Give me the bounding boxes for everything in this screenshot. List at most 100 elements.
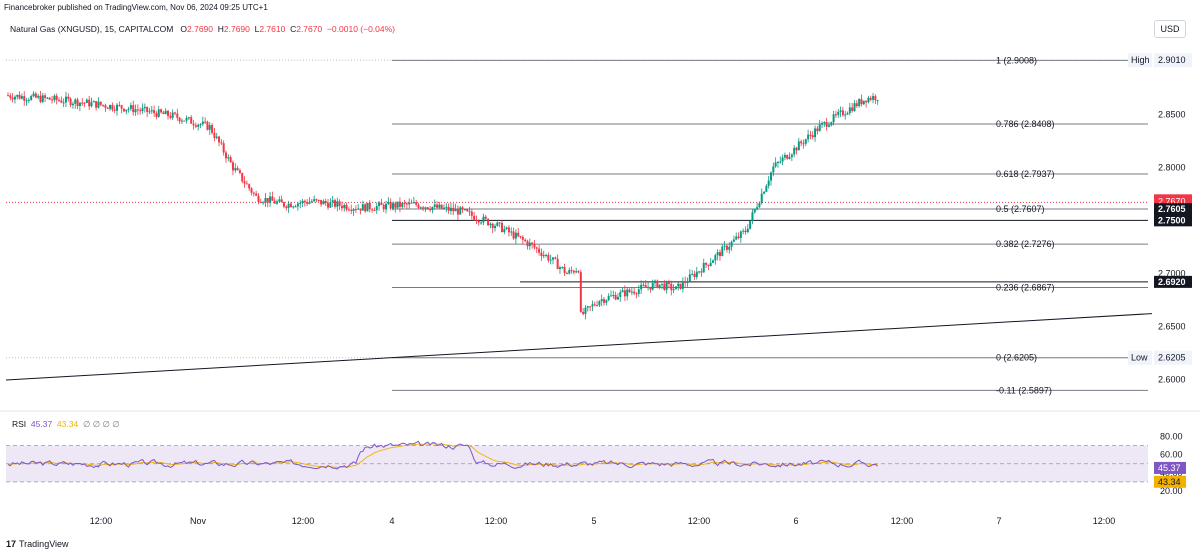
candle-body bbox=[48, 97, 51, 100]
tradingview-footer[interactable]: 17 TradingView bbox=[6, 539, 69, 549]
candle-body bbox=[563, 266, 566, 274]
low-value: 2.7610 bbox=[259, 24, 286, 34]
time-tick-label: 7 bbox=[996, 516, 1001, 526]
candle-body bbox=[111, 104, 114, 110]
candle-body bbox=[744, 230, 747, 233]
candle-body bbox=[306, 202, 309, 204]
candle-body bbox=[521, 236, 524, 240]
candle-body bbox=[642, 284, 645, 286]
candle-body bbox=[549, 259, 552, 261]
candle-body bbox=[619, 292, 622, 297]
candle-body bbox=[670, 283, 673, 291]
rsi-label[interactable]: RSI bbox=[12, 419, 27, 429]
candle-body bbox=[424, 207, 427, 209]
symbol-title[interactable]: Natural Gas (XNGUSD), 15, CAPITALCOM bbox=[10, 24, 174, 34]
candle-body bbox=[612, 295, 615, 297]
candle-body bbox=[234, 168, 237, 171]
candle-body bbox=[561, 266, 564, 268]
change-value: −0.0010 (−0.04%) bbox=[326, 24, 396, 34]
candle-body bbox=[600, 299, 603, 302]
candle-body bbox=[401, 202, 404, 207]
candle-body bbox=[164, 110, 167, 115]
candle-body bbox=[95, 101, 98, 108]
candle-body bbox=[853, 103, 856, 111]
candle-body bbox=[132, 105, 135, 113]
candle-body bbox=[788, 156, 791, 159]
trendline[interactable] bbox=[5, 313, 1153, 381]
candle-body bbox=[463, 209, 466, 211]
candle-body bbox=[640, 284, 643, 290]
candle-body bbox=[528, 242, 531, 247]
candle-body bbox=[153, 110, 156, 114]
candle-body bbox=[635, 293, 638, 295]
candle-body bbox=[46, 97, 49, 99]
candle-body bbox=[698, 271, 701, 273]
candle-body bbox=[702, 262, 705, 273]
candle-body bbox=[552, 257, 554, 260]
rsi-value-badge-text: 45.37 bbox=[1158, 463, 1181, 473]
candle-body bbox=[292, 206, 295, 208]
tradingview-logo-icon: 17 bbox=[6, 539, 17, 549]
candle-body bbox=[294, 206, 297, 208]
candle-body bbox=[113, 109, 116, 111]
fib-level-label: 0.618 (2.7937) bbox=[996, 169, 1055, 179]
candle-body bbox=[245, 183, 248, 185]
candle-body bbox=[213, 132, 216, 138]
candle-body bbox=[793, 147, 796, 155]
candle-body bbox=[473, 215, 476, 220]
candle-body bbox=[714, 255, 717, 261]
candle-body bbox=[303, 200, 306, 203]
rsi-extra-values: ∅ ∅ ∅ ∅ bbox=[82, 419, 120, 429]
candle-body bbox=[484, 216, 487, 219]
candle-body bbox=[505, 227, 508, 230]
candle-body bbox=[187, 117, 190, 119]
candle-body bbox=[834, 114, 837, 116]
candle-body bbox=[273, 200, 276, 204]
candle-body bbox=[20, 96, 23, 99]
candle-body bbox=[763, 191, 766, 194]
candle-body bbox=[262, 202, 265, 204]
candle-body bbox=[649, 286, 652, 290]
candle-body bbox=[858, 99, 861, 107]
candle-body bbox=[554, 257, 557, 259]
candle-body bbox=[150, 110, 153, 112]
candle-body bbox=[661, 283, 663, 285]
time-tick-label: 12:00 bbox=[90, 516, 113, 526]
candle-body bbox=[176, 113, 179, 118]
candle-body bbox=[510, 231, 513, 233]
currency-button[interactable]: USD bbox=[1154, 20, 1186, 38]
fib-level-label: -0.11 (2.5897) bbox=[996, 385, 1052, 395]
candle-body bbox=[340, 205, 343, 209]
candle-body bbox=[222, 143, 225, 153]
candle-body bbox=[104, 105, 107, 108]
candle-body bbox=[143, 106, 146, 109]
candle-body bbox=[500, 222, 503, 233]
candle-body bbox=[204, 121, 207, 123]
candle-body bbox=[192, 123, 195, 126]
candle-body bbox=[623, 290, 626, 297]
candle-body bbox=[728, 246, 731, 250]
candle-body bbox=[459, 207, 462, 215]
candle-body bbox=[681, 281, 684, 289]
candle-body bbox=[749, 220, 752, 229]
candle-body bbox=[266, 198, 269, 203]
candle-body bbox=[116, 104, 118, 111]
candle-body bbox=[371, 209, 374, 211]
level-c-value: 2.6920 bbox=[1158, 277, 1186, 287]
price-tick-label: 2.8500 bbox=[1158, 109, 1186, 119]
candle-body bbox=[18, 94, 21, 99]
candle-body bbox=[366, 202, 369, 212]
candle-body bbox=[524, 239, 527, 242]
candle-body bbox=[616, 296, 619, 300]
candle-body bbox=[134, 109, 137, 113]
candle-body bbox=[60, 100, 63, 103]
candle-body bbox=[688, 274, 691, 282]
candle-body bbox=[194, 125, 197, 127]
candle-body bbox=[575, 271, 578, 273]
candle-body bbox=[431, 206, 434, 211]
candle-body bbox=[860, 99, 863, 105]
candle-body bbox=[329, 202, 332, 208]
candle-body bbox=[593, 304, 596, 306]
candle-body bbox=[331, 200, 334, 203]
